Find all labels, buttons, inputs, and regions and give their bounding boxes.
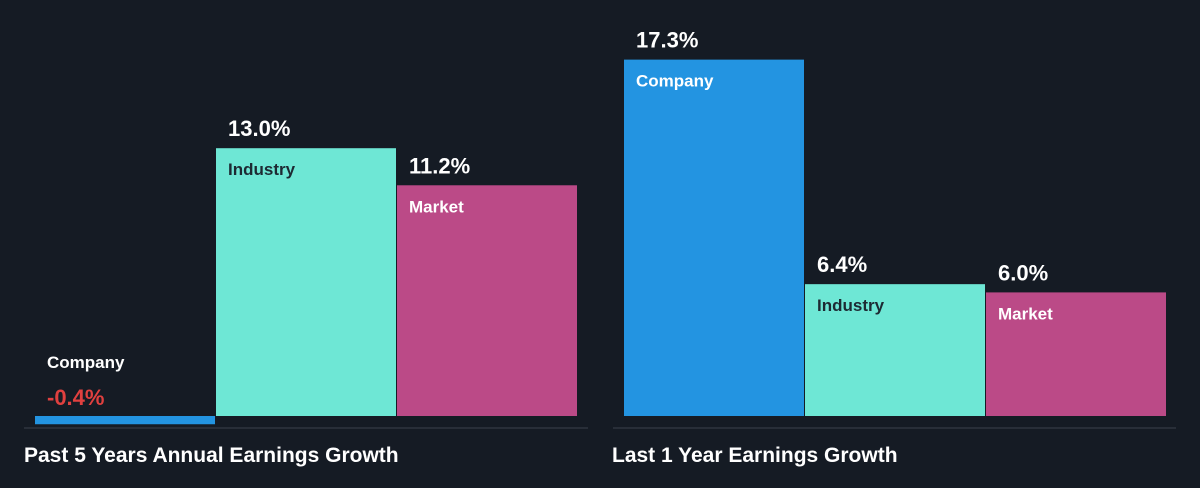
last-1-year-category-label-company: Company: [636, 72, 714, 91]
past-5-years-value-label-market: 11.2%: [409, 153, 470, 178]
chart-title-past-5-years: Past 5 Years Annual Earnings Growth: [24, 444, 399, 467]
past-5-years-category-label-market: Market: [409, 197, 464, 216]
last-1-year-category-label-industry: Industry: [817, 296, 885, 315]
past-5-years-value-label-company: -0.4%: [47, 385, 104, 410]
last-1-year-category-label-market: Market: [998, 304, 1053, 323]
past-5-years-bar-industry: [216, 148, 396, 416]
last-1-year-bar-market: [986, 292, 1166, 416]
past-5-years-bar-company: [35, 416, 215, 425]
last-1-year-bar-company: [624, 59, 804, 417]
past-5-years-value-label-industry: 13.0%: [228, 116, 290, 141]
past-5-years-category-label-industry: Industry: [228, 160, 296, 179]
last-1-year-value-label-market: 6.0%: [998, 260, 1048, 285]
earnings-growth-charts: Company -0.4% 13.0% Industry 11.2% Market 17.3…: [24, 28, 1176, 429]
last-1-year-value-label-company: 17.3%: [636, 28, 698, 53]
past-5-years-bar-market: [397, 185, 577, 416]
last-1-year-value-label-industry: 6.4%: [817, 252, 867, 277]
last-1-year-bar-industry: [805, 284, 985, 416]
chart-title-last-1-year: Last 1 Year Earnings Growth: [612, 444, 898, 467]
past-5-years-category-label-company: Company: [47, 353, 125, 372]
